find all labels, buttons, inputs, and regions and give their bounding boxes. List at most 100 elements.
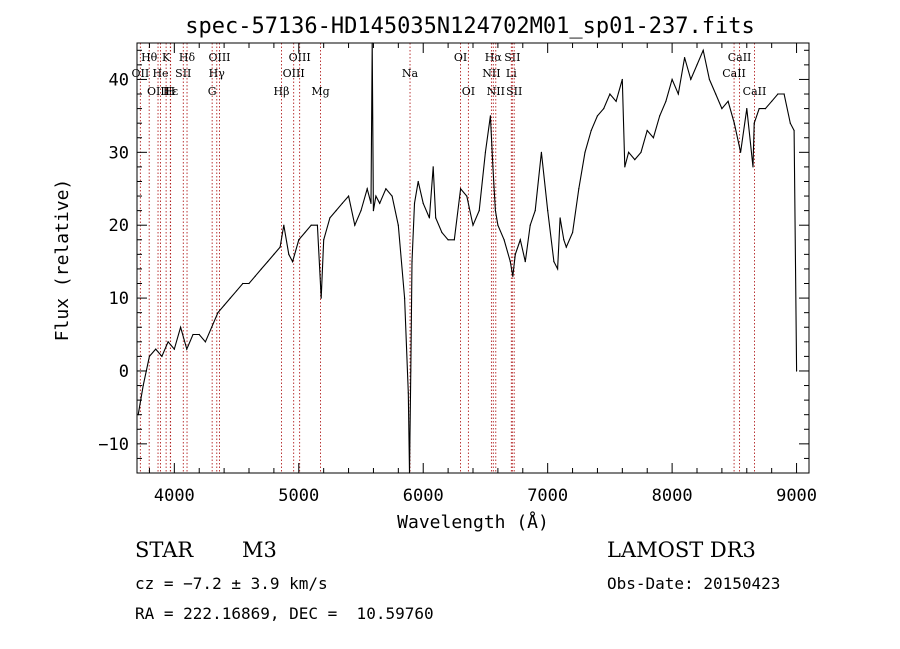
flux-data-point — [696, 64, 698, 66]
spectral-line-label: SII — [504, 51, 520, 64]
flux-data-point — [379, 202, 381, 204]
flux-data-point — [690, 78, 692, 81]
spectral-line-label: Mg — [311, 85, 329, 98]
flux-data-point — [746, 107, 748, 110]
flux-data-point — [621, 78, 623, 81]
flux-data-point — [370, 202, 372, 204]
x-axis-label: Wavelength (Å) — [397, 511, 549, 533]
flux-data-point — [366, 188, 368, 190]
flux-data-point — [447, 239, 449, 241]
flux-data-point — [242, 282, 244, 285]
y-tick-label: 20 — [109, 216, 129, 236]
flux-data-point — [563, 239, 565, 241]
flux-data-point — [472, 224, 474, 226]
spectral-line-label: Hε — [163, 85, 179, 98]
flux-data-point — [739, 151, 742, 153]
flux-data-point — [609, 93, 611, 95]
x-tick-label: 7000 — [527, 486, 568, 506]
flux-data-point — [375, 195, 377, 197]
flux-data-point — [627, 151, 630, 153]
spectral-line-label: G — [208, 85, 217, 98]
spectral-line-label: CaII — [728, 51, 752, 64]
flux-data-point — [298, 239, 300, 241]
spectral-line-label: CaII — [743, 85, 767, 98]
flux-data-point — [497, 224, 499, 226]
flux-data-point — [211, 326, 213, 328]
flux-data-point — [341, 202, 343, 204]
flux-data-point — [417, 180, 419, 183]
flux-data-point — [665, 100, 667, 102]
chart-title: spec-57136-HD145035N124702M01_sp01-237.f… — [185, 14, 755, 39]
flux-data-point — [192, 333, 194, 336]
flux-data-point — [503, 239, 505, 241]
flux-data-point — [432, 166, 434, 168]
flux-data-point — [783, 93, 785, 95]
flux-data-point — [553, 261, 555, 263]
flux-data-point — [758, 107, 760, 110]
flux-data-point — [413, 202, 416, 204]
flux-data-point — [603, 107, 605, 110]
flux-data-point — [793, 129, 795, 132]
redshift-cz: cz = −7.2 ± 3.9 km/s — [135, 574, 328, 593]
y-tick-label: 10 — [109, 289, 129, 309]
flux-data-point — [708, 78, 711, 81]
spectral-line-label: Na — [402, 67, 419, 80]
spectral-line-label: OII — [132, 67, 150, 80]
flux-data-point — [615, 100, 617, 102]
flux-data-point — [529, 224, 531, 226]
flux-data-point — [323, 239, 325, 241]
axis-ticks: 4000 5000 6000 7000 8000 9000 −10 0 10 20 30 40 — [98, 43, 817, 506]
flux-data-point — [260, 268, 263, 270]
spectral-line-label: Hβ — [274, 85, 290, 98]
flux-data-point — [466, 195, 468, 197]
spectral-line-label: Li — [506, 67, 517, 80]
flux-data-point — [288, 253, 290, 255]
flux-data-point — [354, 224, 356, 226]
spectral-line-label: SII — [175, 67, 191, 80]
flux-data-point — [764, 107, 767, 110]
flux-data-point — [235, 290, 238, 292]
flux-data-point — [167, 341, 169, 343]
plot-frame — [136, 42, 810, 474]
flux-data-point — [494, 210, 496, 212]
flux-data-point — [565, 246, 567, 248]
spectral-line-label: Hα — [485, 51, 503, 64]
spectral-line-label: OI — [462, 85, 475, 98]
spectral-line-label: OIII — [147, 85, 169, 98]
spectral-line-label: OIII — [208, 51, 230, 64]
flux-data-point — [557, 268, 559, 270]
flux-data-point — [142, 384, 144, 387]
flux-data-point — [397, 224, 399, 226]
flux-data-point — [335, 210, 337, 212]
flux-data-point — [540, 151, 543, 153]
flux-data-point — [492, 166, 494, 168]
spectral-line-label: Hγ — [209, 67, 226, 80]
flux-data-point — [771, 100, 773, 102]
flux-data-point — [512, 275, 514, 277]
spectral-line-label: OIII — [283, 67, 305, 80]
flux-data-point — [267, 261, 269, 263]
flux-data-point — [155, 348, 157, 350]
spectral-line-label: OI — [454, 51, 467, 64]
x-tick-label: 9000 — [776, 486, 817, 506]
flux-data-point — [391, 195, 393, 197]
spectral-line-label: He — [152, 67, 168, 80]
flux-data-point — [179, 326, 182, 328]
flux-data-point — [596, 115, 599, 117]
flux-data-point — [683, 56, 686, 59]
flux-data-point — [316, 224, 319, 226]
flux-data-point — [571, 231, 574, 234]
flux-data-point — [279, 246, 281, 248]
spectral-line-markers: Hθ OII OIII He K HεH SII Hδ OIII Hγ G OIII OIII Hβ Mg N… — [132, 43, 767, 473]
obs-date: Obs-Date: 20150423 — [607, 574, 781, 593]
flux-data-point — [677, 93, 679, 95]
flux-data-point — [721, 107, 723, 110]
spectral-line-label: H — [166, 85, 176, 98]
flux-data-point — [547, 210, 549, 212]
flux-data-point — [659, 115, 661, 117]
flux-data-point — [590, 129, 592, 132]
flux-data-point — [524, 261, 526, 263]
spectrum-series — [137, 42, 798, 474]
spectral-line-label: NII — [487, 85, 505, 98]
